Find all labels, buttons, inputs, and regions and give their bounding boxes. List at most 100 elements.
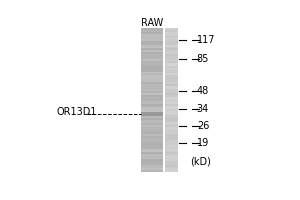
Bar <box>165 34 178 36</box>
Bar <box>165 170 178 172</box>
Bar <box>141 114 163 116</box>
Bar <box>141 111 163 113</box>
Bar <box>165 136 178 138</box>
Bar <box>165 91 178 93</box>
Bar <box>141 70 163 72</box>
Bar <box>165 166 178 168</box>
Bar <box>141 143 163 145</box>
Bar <box>165 139 178 141</box>
Text: (kD): (kD) <box>190 157 211 167</box>
Bar <box>141 36 163 38</box>
Bar <box>141 66 163 68</box>
Bar <box>141 159 163 161</box>
Bar <box>141 123 163 125</box>
Bar <box>141 37 163 39</box>
Bar <box>165 150 178 152</box>
Bar <box>165 28 178 30</box>
Bar <box>165 75 178 77</box>
Bar <box>141 141 163 143</box>
Bar <box>141 71 163 73</box>
Bar <box>165 109 178 111</box>
Bar <box>141 54 163 55</box>
Bar <box>165 100 178 102</box>
Bar <box>141 91 163 93</box>
Bar <box>165 45 178 47</box>
Bar <box>141 165 163 166</box>
Bar <box>141 64 163 66</box>
Bar <box>141 113 163 115</box>
Bar <box>165 55 178 57</box>
Bar <box>141 61 163 63</box>
Bar <box>165 52 178 54</box>
Bar <box>141 157 163 159</box>
Text: OR13D1: OR13D1 <box>56 107 97 117</box>
Bar <box>165 93 178 95</box>
Bar <box>165 30 178 32</box>
Bar <box>165 165 178 166</box>
Bar <box>141 139 163 141</box>
Bar <box>141 43 163 45</box>
Bar <box>165 148 178 150</box>
Bar <box>165 156 178 158</box>
Bar <box>141 98 163 100</box>
Bar <box>141 163 163 165</box>
Bar <box>141 32 163 34</box>
Bar <box>141 166 163 168</box>
Bar <box>141 84 163 86</box>
Bar <box>165 168 178 170</box>
Bar <box>165 113 178 115</box>
Bar <box>165 134 178 136</box>
Bar <box>165 46 178 48</box>
Bar <box>165 43 178 45</box>
Bar <box>165 71 178 73</box>
Bar <box>165 95 178 97</box>
Bar <box>141 77 163 79</box>
Bar <box>165 59 178 61</box>
Bar <box>141 93 163 95</box>
Bar <box>141 152 163 154</box>
Bar <box>165 68 178 70</box>
Bar <box>141 55 163 57</box>
Text: 26: 26 <box>197 121 209 131</box>
Bar <box>141 105 163 107</box>
Bar <box>141 73 163 75</box>
Bar <box>165 118 178 120</box>
Bar <box>165 36 178 38</box>
Bar <box>165 86 178 88</box>
Bar <box>165 57 178 59</box>
Bar <box>141 125 163 127</box>
Bar <box>165 154 178 156</box>
Bar <box>165 64 178 66</box>
Bar <box>141 80 163 82</box>
Bar <box>165 127 178 129</box>
Bar <box>141 41 163 43</box>
Bar <box>141 89 163 91</box>
Bar <box>165 80 178 82</box>
Bar <box>165 88 178 89</box>
Bar <box>165 84 178 86</box>
Bar <box>141 131 163 132</box>
Bar <box>141 168 163 170</box>
Bar <box>141 154 163 156</box>
Bar <box>141 79 163 81</box>
Bar <box>141 120 163 122</box>
Bar <box>141 100 163 102</box>
Bar <box>165 161 178 163</box>
Bar <box>141 82 163 84</box>
Bar <box>141 62 163 64</box>
Bar <box>165 62 178 64</box>
Bar <box>141 138 163 140</box>
Text: 34: 34 <box>197 104 209 114</box>
Bar <box>165 122 178 124</box>
Bar <box>165 107 178 109</box>
Bar <box>165 163 178 165</box>
Bar <box>165 73 178 75</box>
Bar <box>165 129 178 131</box>
Bar <box>165 48 178 50</box>
Bar <box>165 98 178 100</box>
Bar <box>165 152 178 154</box>
Text: RAW: RAW <box>141 18 163 28</box>
Bar <box>141 95 163 97</box>
Bar <box>141 122 163 124</box>
Bar <box>141 112 163 116</box>
